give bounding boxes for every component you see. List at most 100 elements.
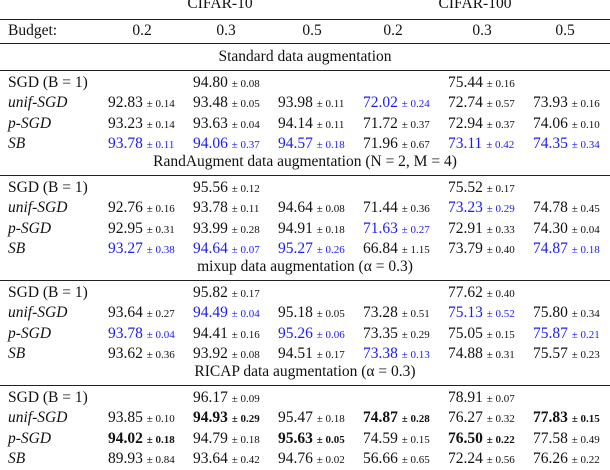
cell-std: ± 0.17 [231, 288, 260, 300]
cell-value: 76.50 [448, 429, 483, 447]
table-cell: 74.88 ± 0.31 [448, 344, 515, 365]
cell-std: ± 0.84 [146, 453, 175, 466]
cell-value: 71.72 [363, 114, 398, 132]
table-cell: 74.30 ± 0.04 [533, 219, 600, 240]
cell-std: ± 0.17 [316, 348, 345, 361]
table-cell: 92.83 ± 0.14 [108, 93, 175, 114]
budget-value: 0.3 [472, 22, 492, 39]
cell-std: ± 0.57 [486, 98, 515, 111]
table-cell: 92.76 ± 0.16 [108, 198, 175, 219]
table-cell: 94.80 ± 0.08 [193, 73, 260, 94]
table-cell: 93.62 ± 0.36 [108, 344, 175, 365]
table-row: SB 89.93 ± 0.84 93.64 ± 0.42 94.76 ± 0.02 56… [0, 449, 610, 469]
cell-value: 92.76 [108, 199, 143, 217]
cell-std: ± 0.65 [401, 453, 430, 466]
table-row: unif-SGD 93.85 ± 0.10 94.93 ± 0.29 95.47 ± … [0, 408, 610, 428]
table-row: SB 93.27 ± 0.38 94.64 ± 0.07 95.27 ± 0.26 66… [0, 239, 610, 259]
table-cell: 75.52 ± 0.17 [448, 178, 515, 199]
cell-std: ± 0.07 [486, 393, 515, 405]
cell-std: ± 0.18 [571, 243, 600, 256]
cell-std: ± 0.29 [486, 203, 515, 216]
cell-std: ± 0.27 [401, 223, 430, 236]
table-row: p-SGD 93.78 ± 0.04 94.41 ± 0.16 95.26 ± 0.0… [0, 324, 610, 344]
table-cell: 94.14 ± 0.11 [278, 114, 344, 135]
cell-std: ± 0.36 [146, 348, 175, 361]
cell-std: ± 0.04 [146, 328, 175, 341]
cell-value: 93.48 [193, 94, 228, 112]
row-label: SGD (B = 1) [8, 284, 88, 301]
cell-value: 92.83 [108, 94, 143, 112]
cell-value: 77.83 [533, 409, 568, 427]
cell-std: ± 0.14 [146, 98, 175, 111]
section-title: RICAP data augmentation (α = 0.3) [194, 363, 416, 380]
cell-value: 93.27 [108, 239, 143, 257]
rule-section [0, 70, 610, 71]
table-cell: 73.11 ± 0.42 [448, 134, 514, 155]
cell-value: 95.82 [193, 284, 228, 301]
cell-value: 76.27 [448, 409, 483, 427]
cell-value: 93.99 [193, 219, 228, 237]
cell-std: ± 0.15 [401, 433, 430, 446]
row-label: unif-SGD [8, 304, 68, 322]
table-cell: 76.27 ± 0.32 [448, 408, 515, 429]
group-header-cifar100: CIFAR-100 [438, 0, 512, 12]
cell-std: ± 0.22 [571, 453, 600, 466]
table-cell: 94.49 ± 0.04 [193, 303, 260, 324]
cell-value: 73.93 [533, 94, 568, 112]
table-cell: 94.64 ± 0.07 [193, 239, 260, 260]
cell-std: ± 0.12 [231, 183, 260, 195]
table-cell: 94.91 ± 0.18 [278, 219, 345, 240]
table-cell: 71.72 ± 0.37 [363, 114, 430, 135]
row-label: SB [8, 134, 26, 152]
table-cell: 74.59 ± 0.15 [363, 429, 430, 450]
table-cell: 93.78 ± 0.11 [193, 198, 259, 219]
cell-std: ± 0.31 [146, 223, 175, 236]
cell-value: 93.78 [108, 134, 143, 152]
cell-std: ± 0.04 [231, 118, 260, 131]
table-cell: 74.06 ± 0.10 [533, 114, 600, 135]
cell-value: 93.85 [108, 409, 143, 427]
cell-value: 93.78 [193, 199, 228, 217]
table-cell: 93.78 ± 0.11 [108, 134, 174, 155]
table-cell: 94.79 ± 0.18 [193, 429, 260, 450]
cell-std: ± 0.31 [486, 348, 515, 361]
cell-std: ± 0.18 [316, 413, 345, 426]
table-row: unif-SGD 92.83 ± 0.14 93.48 ± 0.05 93.98 ± … [0, 93, 610, 113]
cell-std: ± 0.37 [486, 118, 515, 131]
cell-value: 93.92 [193, 344, 228, 362]
cell-value: 95.63 [278, 429, 313, 447]
table-row: SGD (B = 1) 94.80 ± 0.08 75.44 ± 0.16 [0, 73, 610, 93]
cell-std: ± 0.06 [316, 328, 345, 341]
cell-value: 93.64 [108, 304, 143, 322]
cell-std: ± 0.08 [316, 203, 345, 216]
cell-value: 95.27 [278, 239, 313, 257]
table-cell: 73.28 ± 0.51 [363, 303, 430, 324]
table-cell: 94.64 ± 0.08 [278, 198, 345, 219]
cell-std: ± 0.11 [316, 98, 345, 111]
table-cell: 71.44 ± 0.36 [363, 198, 430, 219]
cell-std: ± 0.18 [316, 138, 345, 151]
cell-value: 94.93 [193, 409, 228, 427]
table-row: p-SGD 93.23 ± 0.14 93.63 ± 0.04 94.14 ± 0.1… [0, 114, 610, 134]
row-label: SB [8, 449, 26, 467]
table-cell: 93.23 ± 0.14 [108, 114, 175, 135]
cell-value: 93.23 [108, 114, 143, 132]
table-cell: 72.74 ± 0.57 [448, 93, 515, 114]
cell-value: 94.41 [193, 324, 228, 342]
cell-std: ± 0.33 [486, 223, 515, 236]
table-cell: 93.64 ± 0.42 [193, 449, 260, 470]
budget-label: Budget: [8, 22, 58, 39]
table-cell: 75.05 ± 0.15 [448, 324, 515, 345]
cell-value: 94.51 [278, 344, 313, 362]
cell-std: ± 0.05 [316, 308, 345, 321]
cell-value: 94.02 [108, 429, 143, 447]
cell-value: 75.13 [448, 304, 483, 322]
cell-std: ± 0.29 [231, 413, 260, 426]
row-label: p-SGD [8, 114, 52, 132]
cell-value: 75.44 [448, 74, 483, 91]
cell-std: ± 0.07 [231, 243, 260, 256]
table-cell: 75.80 ± 0.34 [533, 303, 600, 324]
table-cell: 89.93 ± 0.84 [108, 449, 175, 470]
cell-std: ± 0.11 [316, 118, 345, 131]
cell-value: 93.64 [193, 449, 228, 467]
